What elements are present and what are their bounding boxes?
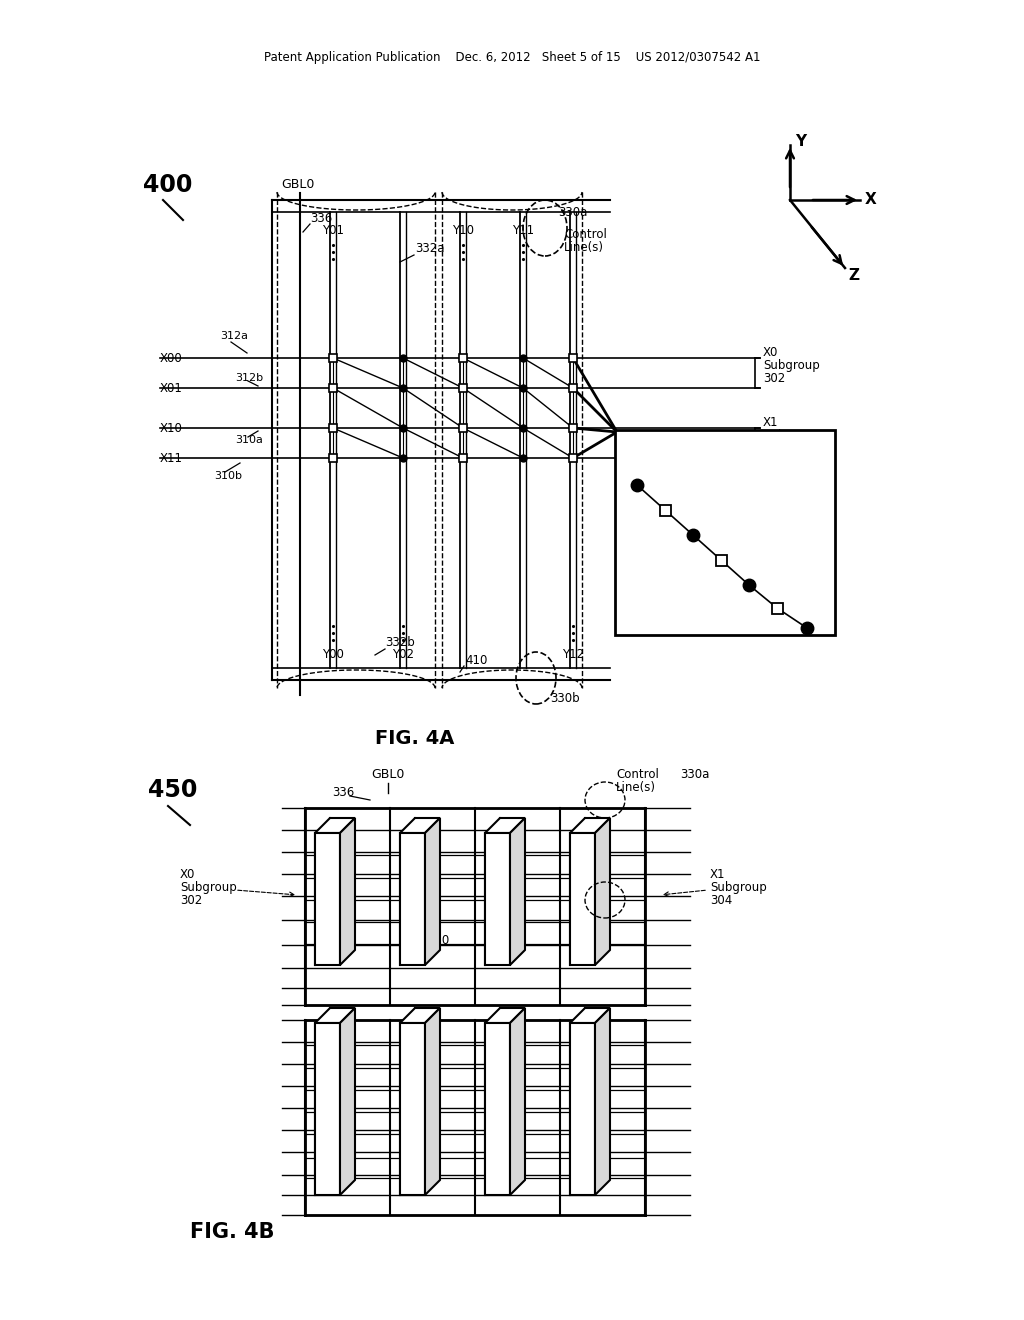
Text: 330b: 330b: [550, 692, 580, 705]
Text: X00: X00: [160, 351, 182, 364]
Bar: [459, 354, 467, 362]
Text: Line(s): Line(s): [616, 780, 656, 793]
Bar: [459, 424, 467, 432]
Text: X01: X01: [160, 381, 183, 395]
Text: 450: 450: [148, 777, 198, 803]
Polygon shape: [570, 833, 595, 965]
Bar: [771, 602, 782, 614]
Text: 312b: 312b: [234, 374, 263, 383]
Polygon shape: [485, 818, 525, 833]
Text: X1: X1: [710, 869, 725, 882]
Text: 310b: 310b: [214, 471, 242, 480]
Text: X: X: [865, 193, 877, 207]
Text: X11: X11: [160, 451, 183, 465]
Polygon shape: [510, 818, 525, 965]
Text: 330a: 330a: [558, 206, 588, 219]
Text: 332a: 332a: [415, 242, 444, 255]
Bar: [329, 454, 337, 462]
Text: ~410: ~410: [418, 933, 451, 946]
Text: Control: Control: [616, 768, 658, 781]
Bar: [569, 424, 577, 432]
Text: GBL0: GBL0: [372, 768, 404, 781]
Text: 332b: 332b: [385, 635, 415, 648]
Bar: [459, 384, 467, 392]
Text: Subgroup: Subgroup: [710, 882, 767, 895]
Text: GBL0: GBL0: [282, 178, 314, 191]
Text: Y: Y: [795, 135, 806, 149]
Text: Y02: Y02: [392, 648, 414, 661]
Polygon shape: [315, 1008, 355, 1023]
Text: X1: X1: [763, 417, 778, 429]
Text: 302: 302: [763, 372, 785, 385]
Text: 310a: 310a: [234, 436, 263, 445]
Text: Z: Z: [848, 268, 859, 282]
Polygon shape: [570, 1008, 610, 1023]
Bar: [659, 504, 671, 516]
Text: Subgroup: Subgroup: [763, 359, 820, 372]
Polygon shape: [400, 818, 440, 833]
Polygon shape: [595, 818, 610, 965]
Text: 400: 400: [143, 173, 193, 197]
Text: 410: 410: [465, 653, 487, 667]
Polygon shape: [340, 1008, 355, 1195]
Polygon shape: [485, 1023, 510, 1195]
Text: Control: Control: [564, 228, 607, 242]
Text: Y11: Y11: [512, 223, 535, 236]
Bar: [716, 554, 726, 565]
Bar: [615, 430, 835, 635]
Text: 330a: 330a: [680, 768, 710, 781]
Polygon shape: [510, 1008, 525, 1195]
Text: X10: X10: [160, 421, 183, 434]
Polygon shape: [400, 833, 425, 965]
Polygon shape: [485, 833, 510, 965]
Polygon shape: [425, 818, 440, 965]
Text: Y10: Y10: [452, 223, 474, 236]
Polygon shape: [315, 818, 355, 833]
Text: FIG. 4A: FIG. 4A: [376, 729, 455, 747]
Polygon shape: [570, 818, 610, 833]
Text: 336: 336: [310, 211, 332, 224]
Bar: [569, 454, 577, 462]
Polygon shape: [595, 1008, 610, 1195]
Text: Subgroup: Subgroup: [763, 429, 820, 442]
Bar: [329, 384, 337, 392]
Polygon shape: [425, 1008, 440, 1195]
Text: 304: 304: [710, 895, 732, 908]
Polygon shape: [340, 818, 355, 965]
Text: X0: X0: [763, 346, 778, 359]
Text: Subgroup: Subgroup: [180, 882, 237, 895]
Polygon shape: [570, 1023, 595, 1195]
Polygon shape: [400, 1023, 425, 1195]
Polygon shape: [315, 833, 340, 965]
Text: Patent Application Publication    Dec. 6, 2012   Sheet 5 of 15    US 2012/030754: Patent Application Publication Dec. 6, 2…: [264, 50, 760, 63]
Bar: [329, 424, 337, 432]
Bar: [329, 354, 337, 362]
Bar: [459, 454, 467, 462]
Polygon shape: [315, 1023, 340, 1195]
Text: X0: X0: [180, 869, 196, 882]
Text: 430: 430: [763, 461, 804, 479]
Text: 302: 302: [180, 895, 203, 908]
Text: Line(s): Line(s): [564, 242, 604, 255]
Polygon shape: [485, 1008, 525, 1023]
Text: Y00: Y00: [323, 648, 344, 661]
Text: 312a: 312a: [220, 331, 248, 341]
Text: Y01: Y01: [322, 223, 344, 236]
Polygon shape: [400, 1008, 440, 1023]
Text: 304: 304: [763, 442, 785, 455]
Text: Y12: Y12: [562, 648, 584, 661]
Bar: [569, 354, 577, 362]
Text: FIG. 4B: FIG. 4B: [190, 1222, 274, 1242]
Text: 336: 336: [332, 787, 354, 800]
Bar: [569, 384, 577, 392]
